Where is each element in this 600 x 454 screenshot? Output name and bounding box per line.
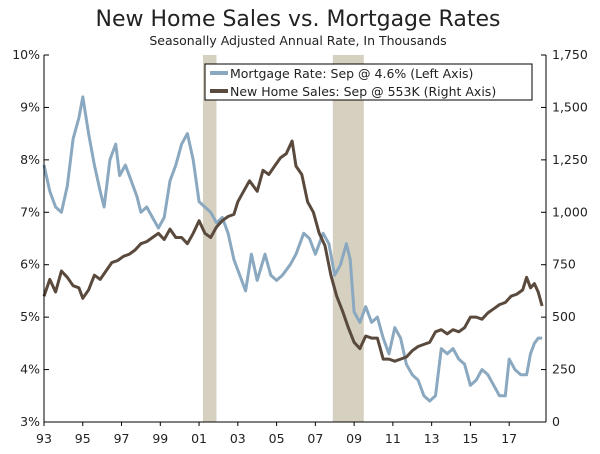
left-tick-label: 6% <box>20 257 40 272</box>
left-tick-label: 3% <box>20 414 40 429</box>
recession-band-1 <box>332 55 364 422</box>
legend: Mortgage Rate: Sep @ 4.6% (Left Axis) Ne… <box>204 63 533 101</box>
x-tick-label: 03 <box>230 431 246 446</box>
right-tick-label: 500 <box>552 309 576 324</box>
axes-layer: 3% 4% 5% 6% 7% 8% 9% 10% 0 250 500 750 1,000 1,250 1,5… <box>12 47 588 446</box>
x-tick-label: 01 <box>191 431 207 446</box>
right-tick-label: 1,000 <box>552 204 588 219</box>
left-tick-label: 4% <box>20 362 40 377</box>
x-tick-label: 09 <box>346 431 362 446</box>
recession-shading-group <box>202 55 364 422</box>
left-tick-label: 8% <box>20 152 40 167</box>
right-tick-label: 250 <box>552 362 576 377</box>
x-tick-label: 95 <box>75 431 91 446</box>
x-tick-label: 11 <box>385 431 401 446</box>
left-tick-label: 5% <box>20 309 40 324</box>
right-tick-label: 0 <box>552 414 560 429</box>
right-tick-label: 1,500 <box>552 99 588 114</box>
x-tick-label: 97 <box>114 431 130 446</box>
x-tick-label: 17 <box>501 431 517 446</box>
legend-label-mortgage-rate: Mortgage Rate: Sep @ 4.6% (Left Axis) <box>230 66 473 81</box>
legend-label-new-home-sales: New Home Sales: Sep @ 553K (Right Axis) <box>230 84 496 99</box>
right-tick-label: 750 <box>552 257 576 272</box>
left-tick-label: 9% <box>20 99 40 114</box>
legend-box <box>204 63 533 101</box>
x-tick-label: 99 <box>152 431 168 446</box>
series-line-new-home-sales <box>42 139 544 363</box>
series-line-mortgage-rate <box>42 95 543 403</box>
left-tick-label: 10% <box>12 47 40 62</box>
x-tick-label: 15 <box>462 431 478 446</box>
x-tick-label: 05 <box>269 431 285 446</box>
x-tick-label: 07 <box>307 431 323 446</box>
x-tick-label: 13 <box>424 431 440 446</box>
x-tick-label: 93 <box>36 431 52 446</box>
left-tick-label: 7% <box>20 204 40 219</box>
right-tick-label: 1,750 <box>552 47 588 62</box>
chart-title: New Home Sales vs. Mortgage Rates <box>96 7 501 32</box>
right-tick-label: 1,250 <box>552 152 588 167</box>
chart-subtitle: Seasonally Adjusted Annual Rate, In Thou… <box>149 33 446 48</box>
series-layer <box>42 95 544 403</box>
